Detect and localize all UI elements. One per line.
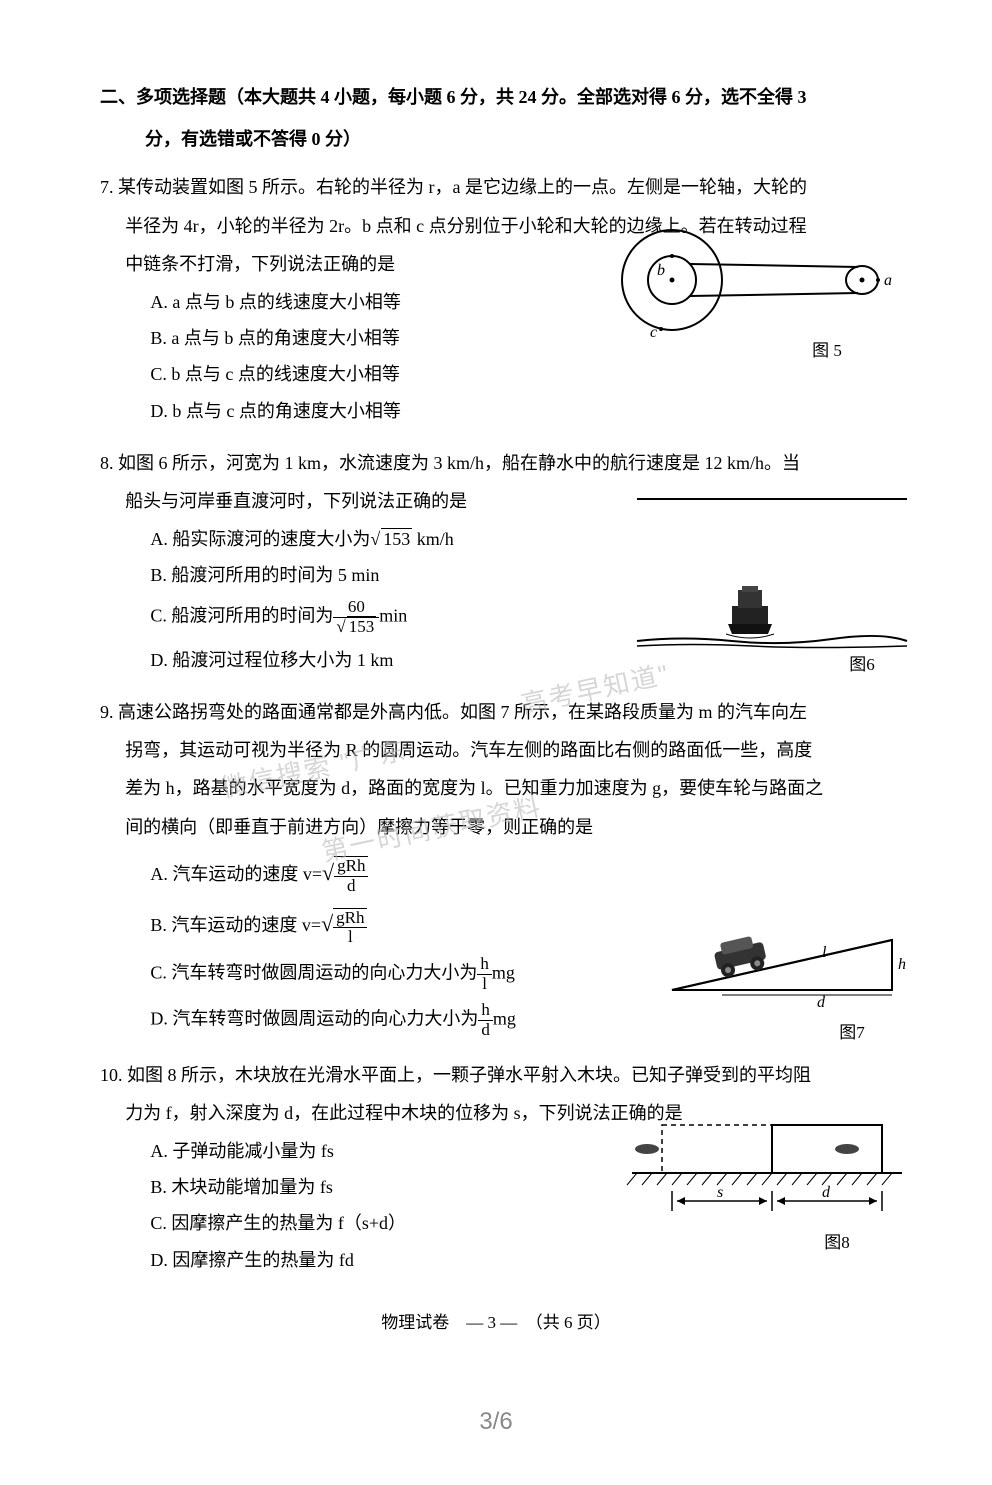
page-indicator: 3/6 (100, 1399, 892, 1445)
q9-cont3: 间的横向（即垂直于前进方向）摩擦力等于零，则正确的是 (100, 810, 892, 844)
page-footer: 物理试卷 — 3 — （共 6 页） (100, 1307, 892, 1339)
figure-7: l h d 图7 (662, 895, 912, 1049)
figure-5: b c a 图 5 (602, 225, 912, 367)
q9-cont1: 拐弯，其运动可视为半径为 R 的圆周运动。汽车左侧的路面比右侧的路面低一些，高度 (100, 733, 892, 767)
q8-stem: 8. 如图 6 所示，河宽为 1 km，水流速度为 3 km/h，船在静水中的航… (100, 446, 892, 480)
q9-option-a: A. 汽车运动的速度 v=√gRhd (150, 852, 892, 896)
q7-stem: 7. 某传动装置如图 5 所示。右轮的半径为 r，a 是它边缘上的一点。左侧是一… (100, 170, 892, 204)
q9-cont2: 差为 h，路基的水平宽度为 d，路面的宽度为 l。已知重力加速度为 g，要使车轮… (100, 771, 892, 805)
fig8-label: 图8 (762, 1227, 912, 1259)
q8-c-post: min (379, 606, 407, 626)
question-7: 7. 某传动装置如图 5 所示。右轮的半径为 r，a 是它边缘上的一点。左侧是一… (100, 170, 892, 427)
section-header-cont: 分，有选错或不答得 0 分） (100, 122, 892, 156)
q9-d-num: h (478, 1001, 493, 1021)
svg-text:s: s (717, 1184, 723, 1201)
q9-d-den: d (478, 1021, 493, 1040)
q8-c-pre: C. 船渡河所用的时间为 (150, 606, 333, 626)
svg-text:h: h (898, 956, 906, 973)
svg-text:l: l (822, 944, 827, 961)
figure-8: s d 图8 (622, 1113, 912, 1259)
q9-b-den: l (333, 928, 367, 947)
svg-text:d: d (822, 1184, 831, 1201)
q9-c-pre: C. 汽车转弯时做圆周运动的向心力大小为 (150, 962, 477, 982)
q9-c-post: mg (492, 962, 515, 982)
q8-a-post: km/h (412, 529, 454, 549)
label-c: c (650, 324, 657, 341)
label-a: a (884, 272, 892, 289)
q9-b-pre: B. 汽车运动的速度 v= (150, 915, 321, 935)
svg-text:d: d (817, 994, 826, 1011)
q9-a-num: gRh (334, 857, 368, 877)
q9-b-num: gRh (333, 909, 367, 929)
q10-stem: 10. 如图 8 所示，木块放在光滑水平面上，一颗子弹水平射入木块。已知子弹受到… (100, 1058, 892, 1092)
question-8: 8. 如图 6 所示，河宽为 1 km，水流速度为 3 km/h，船在静水中的航… (100, 446, 892, 677)
fig5-label: 图 5 (742, 335, 912, 367)
figure-6: 图6 (632, 491, 912, 681)
q9-a-den: d (334, 877, 368, 896)
q9-d-post: mg (493, 1009, 516, 1029)
q8-a-pre: A. 船实际渡河的速度大小为 (150, 529, 370, 549)
section-header: 二、多项选择题（本大题共 4 小题，每小题 6 分，共 24 分。全部选对得 6… (100, 80, 892, 114)
q8-a-sqrt: 153 (381, 528, 412, 549)
fig6-label: 图6 (812, 649, 912, 681)
q8-c-den: 153 (347, 616, 377, 636)
q9-d-pre: D. 汽车转弯时做圆周运动的向心力大小为 (150, 1009, 478, 1029)
q9-c-den: l (477, 975, 492, 994)
q7-option-d: D. b 点与 c 点的角速度大小相等 (150, 394, 892, 428)
label-b: b (657, 262, 665, 279)
q9-stem: 9. 高速公路拐弯处的路面通常都是外高内低。如图 7 所示，在某路段质量为 m … (100, 695, 892, 729)
question-10: 10. 如图 8 所示，木块放在光滑水平面上，一颗子弹水平射入木块。已知子弹受到… (100, 1058, 892, 1277)
fig7-label: 图7 (792, 1017, 912, 1049)
q9-a-pre: A. 汽车运动的速度 v= (150, 864, 322, 884)
q9-c-num: h (477, 955, 492, 975)
question-9: 9. 高速公路拐弯处的路面通常都是外高内低。如图 7 所示，在某路段质量为 m … (100, 695, 892, 1040)
